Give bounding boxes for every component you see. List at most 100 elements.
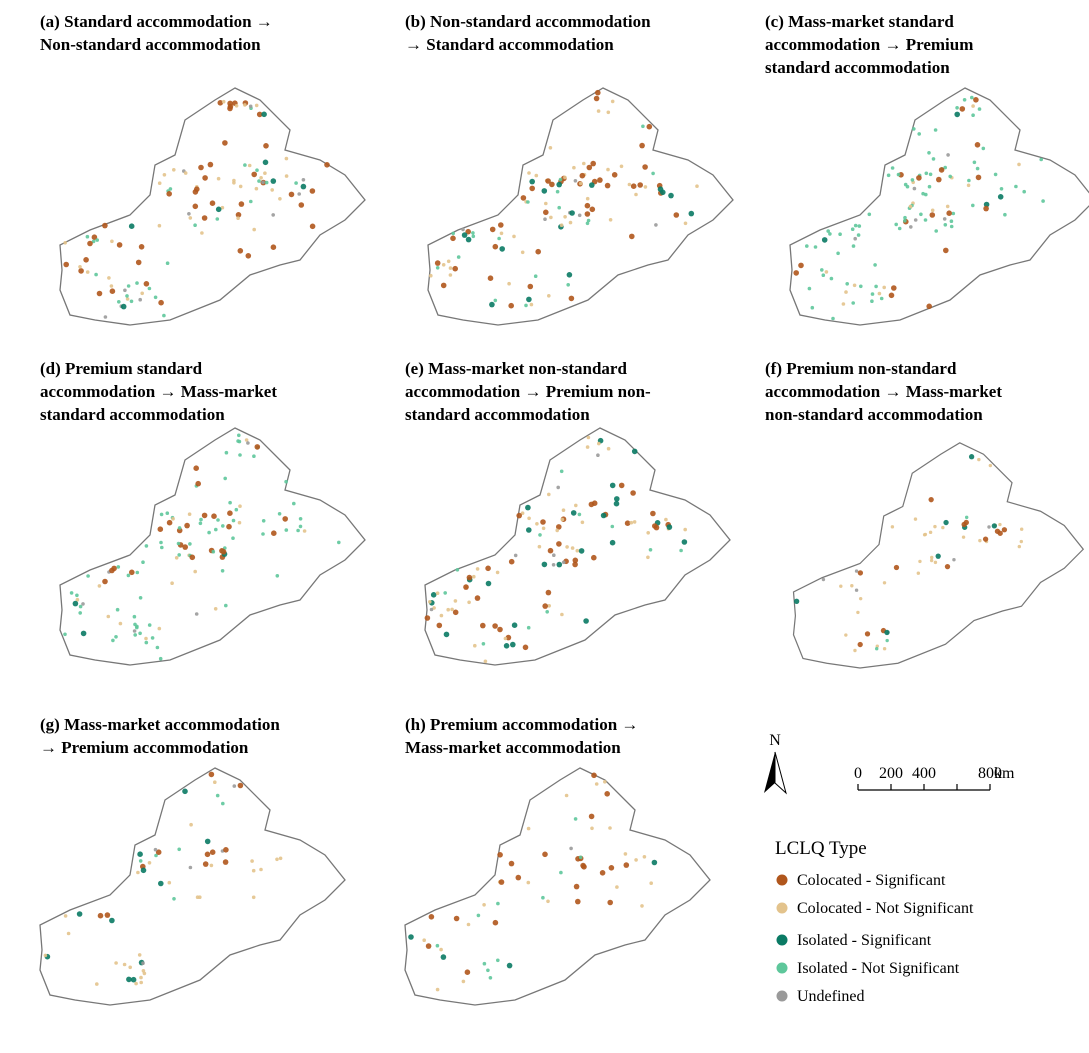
site-dot xyxy=(556,524,562,530)
site-dot xyxy=(529,302,534,307)
site-dot xyxy=(207,530,211,535)
site-dot xyxy=(858,596,863,601)
site-dot xyxy=(429,273,433,278)
site-dot xyxy=(886,173,891,178)
site-dot xyxy=(288,191,295,198)
site-dot xyxy=(512,234,516,239)
site-dot xyxy=(183,171,188,175)
site-dot xyxy=(569,210,575,216)
site-dot xyxy=(547,547,554,554)
site-dot xyxy=(168,187,173,191)
site-dot xyxy=(556,181,562,188)
site-dot xyxy=(542,851,548,858)
site-dot xyxy=(559,223,564,227)
site-dot xyxy=(916,571,921,575)
site-dot xyxy=(134,981,138,986)
site-dot xyxy=(298,517,303,521)
site-dot xyxy=(467,600,471,605)
site-dot xyxy=(270,188,274,192)
site-dot xyxy=(252,227,256,232)
site-dot xyxy=(296,528,300,533)
site-dot xyxy=(903,215,907,220)
site-dot xyxy=(135,259,142,266)
site-dot xyxy=(942,217,947,221)
site-dot xyxy=(569,846,573,851)
site-dot xyxy=(429,607,434,612)
site-dot xyxy=(933,128,938,132)
site-dot xyxy=(231,536,235,540)
site-dot xyxy=(929,212,936,218)
site-dot xyxy=(116,565,121,569)
site-dot xyxy=(961,535,966,539)
site-dot xyxy=(298,202,305,208)
site-dot xyxy=(926,303,932,310)
site-dot xyxy=(637,182,643,188)
site-dot xyxy=(138,297,142,302)
site-dot xyxy=(629,520,634,525)
site-dot xyxy=(695,184,699,188)
site-dot xyxy=(166,519,173,526)
site-dot xyxy=(549,215,553,220)
site-dot xyxy=(982,536,989,542)
site-dot xyxy=(251,171,257,178)
site-dot xyxy=(177,553,181,557)
site-dot xyxy=(282,516,288,522)
map xyxy=(39,767,346,1006)
site-dot xyxy=(231,518,236,523)
site-dot xyxy=(236,439,240,443)
site-dot xyxy=(209,849,216,855)
site-dot xyxy=(254,444,261,450)
site-dot xyxy=(972,160,977,165)
site-dot xyxy=(485,565,491,572)
site-dot xyxy=(158,880,164,887)
site-dot xyxy=(155,849,162,855)
site-dot xyxy=(520,195,527,201)
site-dot xyxy=(589,206,596,213)
site-dot xyxy=(261,180,265,185)
site-dot xyxy=(909,225,913,229)
site-dot xyxy=(298,524,303,529)
site-dot xyxy=(498,879,505,885)
site-dot xyxy=(465,236,472,243)
site-dot xyxy=(918,559,922,564)
site-dot xyxy=(927,151,931,155)
panel-title: accommodation → Premium xyxy=(765,35,973,54)
site-dot xyxy=(826,229,830,233)
map xyxy=(404,767,711,1006)
site-dot xyxy=(535,248,541,255)
site-dot xyxy=(609,539,616,546)
site-dot xyxy=(575,898,581,905)
site-dot xyxy=(443,591,447,595)
site-dot xyxy=(529,178,535,185)
site-dot xyxy=(187,212,191,216)
site-dot xyxy=(545,610,549,614)
legend-label: Undefined xyxy=(797,988,865,1005)
site-dot xyxy=(538,533,542,537)
site-dot xyxy=(508,558,515,565)
panel-title: (d) Premium standard xyxy=(40,359,203,378)
site-dot xyxy=(139,980,143,985)
site-dot xyxy=(609,482,616,489)
site-dot xyxy=(261,532,265,536)
site-dot xyxy=(171,517,175,521)
site-dot xyxy=(651,859,658,866)
site-dot xyxy=(193,569,197,574)
site-dot xyxy=(481,642,486,646)
site-dot xyxy=(128,965,132,970)
site-dot xyxy=(600,512,607,519)
site-dot xyxy=(215,793,220,798)
site-dot xyxy=(80,630,87,637)
site-dot xyxy=(243,163,247,167)
site-dot xyxy=(968,454,975,460)
panel-title: accommodation → Mass-market xyxy=(40,382,277,401)
site-dot xyxy=(983,201,990,208)
panel-title: (b) Non-standard accommodation xyxy=(405,12,651,31)
site-dot xyxy=(159,512,164,517)
site-dot xyxy=(624,520,631,526)
site-dot xyxy=(525,504,531,511)
site-dot xyxy=(928,530,933,535)
site-dot xyxy=(934,229,938,233)
site-dot xyxy=(238,201,245,207)
site-dot xyxy=(664,517,668,522)
site-dot xyxy=(831,316,835,321)
